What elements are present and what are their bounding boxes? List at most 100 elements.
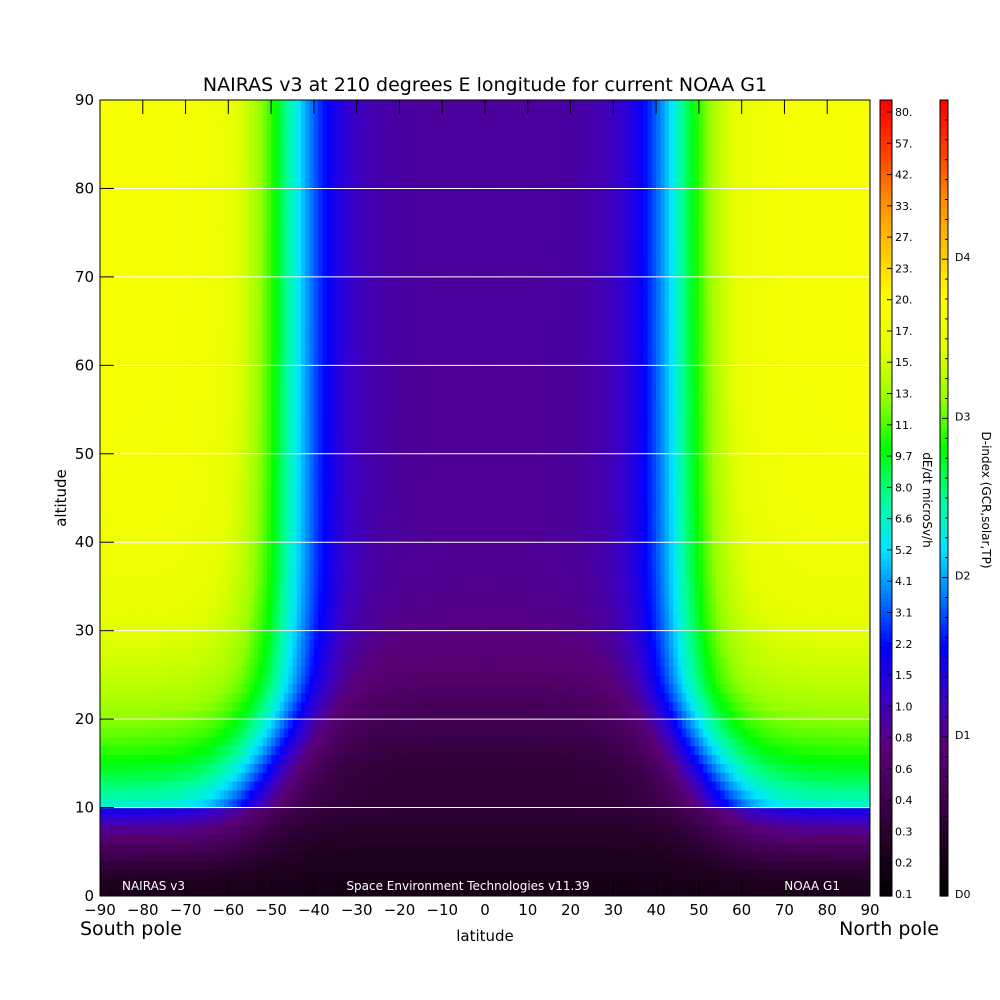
heatmap-cell <box>647 683 653 694</box>
heatmap-cell <box>241 781 247 791</box>
heatmap-cell <box>476 745 482 756</box>
heatmap-cell <box>600 674 606 685</box>
heatmap-cell <box>480 781 486 791</box>
heatmap-cell <box>215 727 221 738</box>
heatmap-cell <box>686 807 691 817</box>
heatmap-cell <box>767 816 773 826</box>
heatmap-cell <box>446 736 452 747</box>
heatmap-cell <box>108 745 114 756</box>
heatmap-cell <box>266 789 272 800</box>
heatmap-cell <box>591 745 597 756</box>
heatmap-cell <box>202 825 208 835</box>
heatmap-cell <box>412 869 418 879</box>
heatmap-cell <box>557 887 563 896</box>
heatmap-cell <box>416 860 422 871</box>
heatmap-cell <box>540 674 546 685</box>
heatmap-cell <box>202 878 208 888</box>
heatmap-cell <box>626 842 632 853</box>
heatmap-cell <box>215 860 221 871</box>
heatmap-cell <box>429 878 435 888</box>
heatmap-cell <box>502 772 507 782</box>
heatmap-cell <box>532 710 537 720</box>
heatmap-cell <box>865 816 870 826</box>
heatmap-cell <box>784 763 790 773</box>
heatmap-cell <box>279 834 285 844</box>
heatmap-cell <box>852 754 858 764</box>
heatmap-cell <box>420 683 426 694</box>
heatmap-cell <box>668 763 674 773</box>
heatmap-cell <box>241 719 247 729</box>
heatmap-cell <box>245 648 251 658</box>
heatmap-cell <box>630 763 636 773</box>
heatmap-cell <box>142 701 148 711</box>
heatmap-cell <box>219 878 225 888</box>
heatmap-cell <box>292 860 298 871</box>
heatmap-cell <box>532 789 537 800</box>
heatmap-cell <box>245 887 251 896</box>
heatmap-cell <box>788 860 794 871</box>
heatmap-cell <box>733 816 738 826</box>
heatmap-cell <box>801 745 807 756</box>
heatmap-cell <box>232 754 238 764</box>
heatmap-cell <box>442 851 448 862</box>
heatmap-cell <box>656 887 661 896</box>
heatmap-cell <box>198 798 204 809</box>
heatmap-cell <box>459 763 465 773</box>
heatmap-cell <box>292 869 298 879</box>
heatmap-cell <box>172 727 178 738</box>
heatmap-cell <box>390 887 396 896</box>
heatmap-cell <box>570 834 576 844</box>
heatmap-cell <box>587 816 593 826</box>
heatmap-cell <box>647 798 653 809</box>
heatmap-cell <box>519 834 525 844</box>
heatmap-cell <box>433 781 439 791</box>
heatmap-cell <box>147 648 152 658</box>
heatmap-cell <box>258 878 264 888</box>
heatmap-cell <box>164 798 170 809</box>
heatmap-cell <box>852 674 858 685</box>
heatmap-cell <box>844 878 850 888</box>
heatmap-cell <box>716 674 721 685</box>
heatmap-cell <box>228 745 234 756</box>
heatmap-cell <box>805 710 811 720</box>
heatmap-cell <box>189 851 195 862</box>
heatmap-cell <box>617 727 623 738</box>
heatmap-cell <box>339 887 345 896</box>
heatmap-cell <box>489 781 495 791</box>
heatmap-cell <box>309 807 315 817</box>
heatmap-cell <box>643 666 649 676</box>
heatmap-cell <box>326 798 332 809</box>
heatmap-cell <box>232 648 238 658</box>
heatmap-cell <box>634 878 640 888</box>
heatmap-cell <box>557 772 563 782</box>
heatmap-cell <box>647 719 653 729</box>
heatmap-cell <box>634 834 640 844</box>
heatmap-cell <box>510 860 516 871</box>
heatmap-cell <box>236 842 242 853</box>
heatmap-cell <box>480 798 486 809</box>
heatmap-cell <box>318 736 324 747</box>
heatmap-cell <box>626 789 632 800</box>
heatmap-cell <box>301 710 306 720</box>
heatmap-cell <box>634 842 640 853</box>
heatmap-cell <box>758 807 764 817</box>
heatmap-cell <box>412 736 418 747</box>
heatmap-cell <box>707 692 713 703</box>
heatmap-cell <box>728 851 734 862</box>
heatmap-cell <box>138 842 144 853</box>
heatmap-cell <box>506 692 512 703</box>
heatmap-cell <box>540 878 546 888</box>
heatmap-cell <box>459 692 465 703</box>
heatmap-cell <box>412 878 418 888</box>
heatmap-cell <box>395 719 401 729</box>
heatmap-cell <box>596 825 602 835</box>
heatmap-cell <box>741 657 747 667</box>
heatmap-cell <box>664 657 670 667</box>
heatmap-cell <box>480 719 486 729</box>
heatmap-cell <box>621 825 627 835</box>
heatmap-cell <box>570 763 576 773</box>
heatmap-cell <box>805 789 811 800</box>
heatmap-cell <box>579 860 584 871</box>
heatmap-cell <box>112 798 118 809</box>
heatmap-cell <box>668 772 674 782</box>
